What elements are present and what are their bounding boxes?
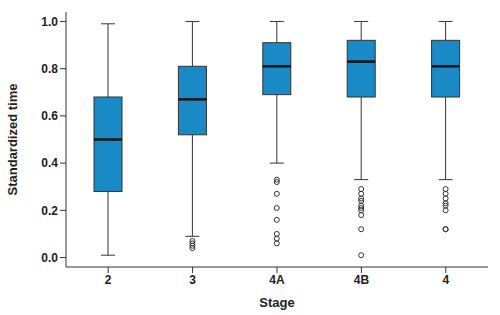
svg-text:0.2: 0.2: [41, 204, 58, 218]
svg-text:4B: 4B: [354, 273, 370, 287]
svg-text:4A: 4A: [269, 273, 285, 287]
svg-text:1.0: 1.0: [41, 15, 58, 29]
svg-text:Standardized time: Standardized time: [8, 84, 20, 196]
svg-text:0.6: 0.6: [41, 109, 58, 123]
svg-text:2: 2: [105, 273, 112, 287]
svg-text:Stage: Stage: [259, 295, 294, 310]
svg-text:3: 3: [189, 273, 196, 287]
svg-text:4: 4: [442, 273, 449, 287]
svg-text:0.0: 0.0: [41, 251, 58, 265]
svg-text:0.4: 0.4: [41, 156, 58, 170]
svg-text:0.8: 0.8: [41, 62, 58, 76]
